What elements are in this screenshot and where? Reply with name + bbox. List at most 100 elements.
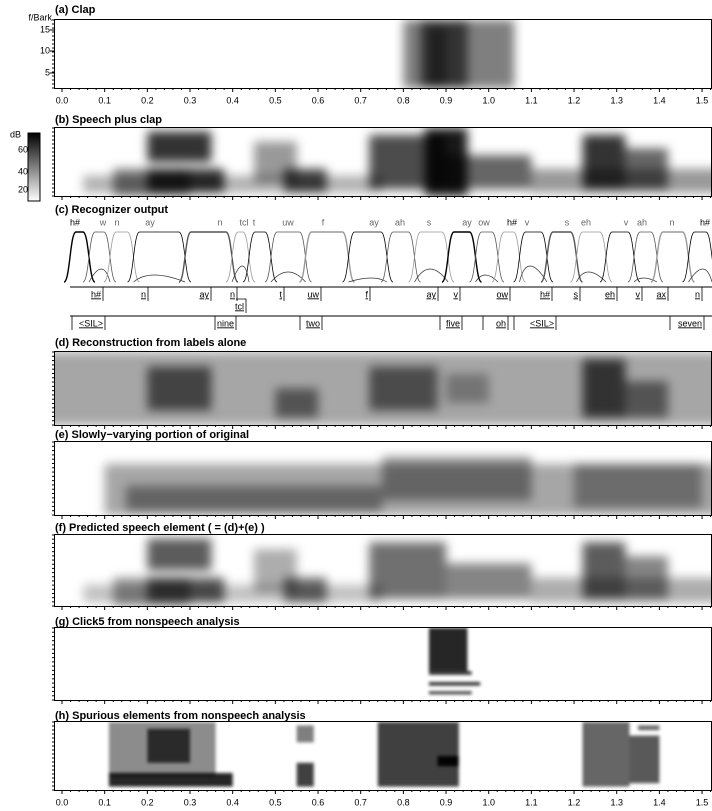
x-tick-label: 1.3 [610, 797, 623, 807]
x-tick-label: 1.2 [568, 797, 581, 807]
posterior-curve [415, 269, 449, 282]
spectrogram-patch [429, 691, 472, 694]
phone-label: ow [478, 217, 490, 227]
y-tick-label: 15 [40, 24, 50, 34]
x-tick-label: 0.8 [397, 95, 410, 105]
x-tick-label: 0.7 [354, 95, 367, 105]
panel-frame [55, 628, 712, 701]
spectrogram [83, 539, 712, 606]
y-axis-label: f/Bark [28, 12, 52, 22]
x-tick-label: 1.4 [653, 797, 666, 807]
segment-label: h# [91, 289, 101, 299]
x-tick-label: 1.2 [568, 95, 581, 105]
word-label: two [306, 318, 320, 328]
spectrogram-patch [147, 539, 211, 571]
posterior-curve [409, 232, 455, 282]
x-tick-label: 0.3 [184, 95, 197, 105]
word-label: nine [217, 318, 234, 328]
phone-label: tcl [240, 217, 249, 227]
word-label: five [446, 318, 460, 328]
word-label: <SIL> [79, 318, 103, 328]
colorbar-tick: 60 [18, 144, 28, 154]
spectrogram-patch [369, 367, 437, 411]
posterior-curve [628, 232, 663, 282]
spectrogram-patch [638, 725, 659, 730]
spectrogram-patch [83, 176, 382, 193]
phone-label: h# [70, 217, 80, 227]
posterior-curve [134, 275, 186, 282]
spectrogram-patch [429, 628, 467, 671]
segment-label: uw [307, 289, 319, 299]
phone-label: ah [395, 217, 405, 227]
spectrogram-layer [403, 20, 514, 88]
y-tick-label: 5 [45, 67, 50, 77]
spectrogram-layer [429, 628, 480, 694]
x-tick-label: 0.0 [56, 95, 69, 105]
posterior-curve [226, 232, 255, 282]
segment-label: ay [426, 289, 436, 299]
x-tick-label: 0.1 [98, 95, 111, 105]
posterior-curve [683, 232, 712, 282]
spectrogram-patch [429, 671, 472, 675]
posterior-curve [343, 232, 394, 282]
x-tick-label: 1.4 [653, 95, 666, 105]
figure: dB 20 40 60 f/Bark 5 10 15 (a) Clap0.00.… [0, 0, 712, 811]
spectrogram-patch [574, 464, 702, 508]
posterior-curve [271, 272, 306, 282]
spectrogram-patch [382, 457, 531, 501]
spectrogram [83, 128, 712, 196]
spectrogram-patch [531, 578, 712, 603]
segment-label: v [454, 289, 459, 299]
phone-label: n [114, 217, 119, 227]
x-tick-label: 0.5 [269, 95, 282, 105]
phone-label: w [99, 217, 107, 227]
spectrogram-patch [83, 585, 382, 603]
x-tick-label: 0.9 [440, 797, 453, 807]
panel-title: (a) Clap [55, 4, 96, 16]
x-tick-label: 1.5 [696, 95, 709, 105]
posterior-curve [104, 232, 140, 282]
x-tick-label: 0.6 [312, 95, 325, 105]
panel-title: (e) Slowly−varying portion of original [55, 429, 249, 441]
panel-title: (g) Click5 from nonspeech analysis [55, 616, 240, 628]
spectrogram [429, 628, 480, 694]
panel-title: (b) Speech plus clap [55, 114, 162, 126]
posterior-curve [128, 232, 192, 282]
spectrogram-patch [275, 389, 318, 418]
posterior-curve [470, 232, 505, 282]
word-label: oh [496, 318, 506, 328]
spectrogram-patch [297, 763, 314, 787]
spectrogram-patch [583, 359, 626, 417]
panel-title: (h) Spurious elements from nonspeech ana… [55, 710, 306, 722]
phone-label: ay [145, 217, 155, 227]
spectrogram-patch [126, 486, 382, 512]
spectrogram-layer [83, 539, 712, 606]
spectrogram-patch [109, 773, 233, 787]
spectrogram-layer [83, 128, 712, 196]
spectrogram-layer [109, 722, 659, 787]
phone-label: ah [637, 217, 647, 227]
x-tick-label: 1.3 [610, 95, 623, 105]
x-tick-label: 0.0 [56, 797, 69, 807]
spectrogram-patch [429, 27, 446, 88]
x-tick-label: 0.6 [312, 797, 325, 807]
segment-label: f [365, 289, 368, 299]
posterior-curve [64, 232, 95, 282]
y-tick-label: 10 [40, 45, 50, 55]
segment-label: h# [540, 289, 550, 299]
x-tick-label: 0.7 [354, 797, 367, 807]
posterior-curve [651, 232, 695, 282]
phone-label: ay [462, 217, 472, 227]
spectrogram-patch [446, 374, 489, 403]
phone-label: v [525, 217, 530, 227]
phone-label: ay [369, 217, 379, 227]
segment-label: n [695, 289, 700, 299]
spectrogram-patch [531, 169, 712, 193]
segment-label: ow [496, 289, 508, 299]
spectrogram-layer [19, 352, 712, 425]
phone-label: t [253, 217, 256, 227]
x-tick-label: 0.4 [226, 95, 239, 105]
phone-label: n [669, 217, 674, 227]
spectrogram-patch [297, 725, 314, 742]
spectrogram [105, 457, 712, 515]
